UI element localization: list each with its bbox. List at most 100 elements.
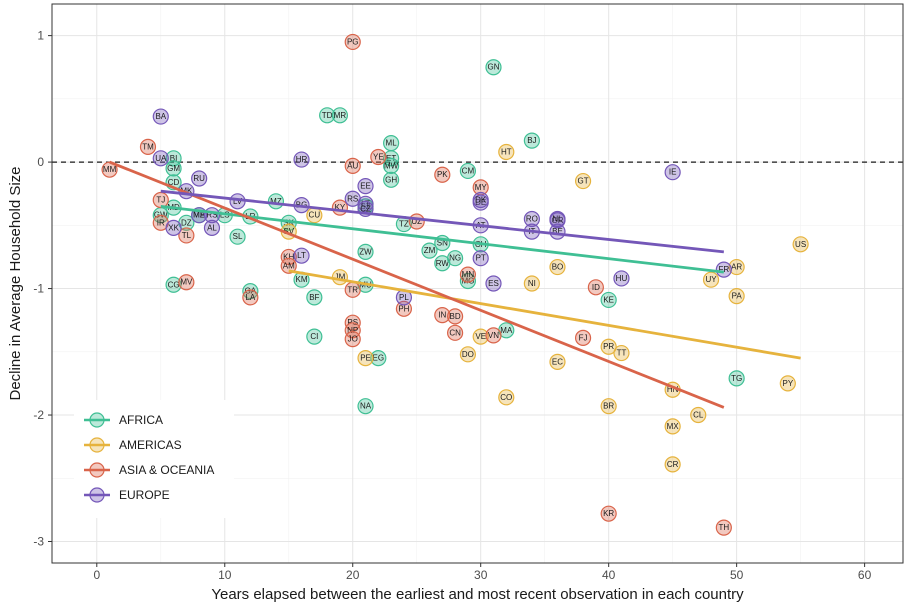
point-td: TD	[319, 107, 336, 124]
point-marker	[370, 148, 387, 166]
point-ci: CI	[306, 328, 323, 345]
point-label: ML	[386, 139, 398, 148]
point-label: CI	[310, 332, 318, 341]
legend-label: ASIA & OCEANIA	[119, 463, 214, 477]
trend-line-europe	[160, 189, 724, 254]
legend-label: AFRICA	[119, 413, 163, 427]
point-label: PE	[360, 354, 371, 363]
point-label: KH	[283, 252, 294, 261]
point-xk: XK	[165, 219, 182, 236]
point-pg: PG	[344, 33, 361, 51]
point-co: CO	[498, 389, 515, 406]
point-marker	[447, 308, 464, 325]
point-marker	[715, 261, 732, 278]
point-marker	[459, 162, 477, 180]
point-fj: FJ	[574, 329, 592, 346]
point-mx: MX	[664, 418, 681, 435]
point-marker	[728, 370, 745, 387]
point-label: PK	[437, 170, 448, 179]
legend-item-europe: EUROPE	[84, 487, 170, 503]
point-pe: PE	[357, 350, 374, 367]
point-label: GT	[578, 177, 589, 186]
point-marker	[728, 288, 745, 305]
point-zm: ZM	[421, 242, 438, 259]
point-tr: TR	[344, 281, 361, 298]
point-label: YE	[373, 153, 384, 162]
point-marker	[344, 157, 361, 174]
point-label: TZ	[399, 220, 409, 229]
point-uz: UZ	[408, 213, 425, 230]
point-marker	[664, 418, 681, 435]
point-pl: PL	[395, 289, 413, 306]
point-marker	[229, 228, 246, 245]
point-la: LA	[242, 289, 259, 306]
point-ie: IE	[664, 164, 681, 181]
point-label: FJ	[579, 333, 588, 342]
point-py: PY	[779, 375, 796, 392]
y-axis-title: Decline in Average Household Size	[7, 166, 24, 400]
point-marker	[523, 210, 540, 228]
point-marker	[549, 353, 566, 371]
point-marker	[600, 338, 617, 355]
point-gh: GH	[383, 171, 400, 188]
point-marker	[664, 456, 681, 473]
point-label: GA	[245, 287, 257, 296]
point-label: PG	[347, 37, 359, 46]
x-tick-label: 40	[602, 568, 616, 582]
point-mz: MZ	[267, 193, 285, 210]
point-label: TM	[142, 142, 154, 151]
point-label: XK	[168, 223, 179, 232]
x-tick-label: 30	[474, 568, 488, 582]
point-cm: CM	[459, 162, 477, 180]
point-sl: SL	[229, 228, 246, 245]
y-tick-label: -1	[33, 282, 44, 296]
point-in: IN	[434, 307, 451, 324]
point-ke: KE	[600, 291, 617, 309]
point-ee: EE	[357, 178, 374, 195]
point-marker	[203, 219, 221, 236]
point-label: MZ	[270, 197, 282, 206]
point-marker	[383, 157, 400, 174]
point-label: PH	[398, 304, 409, 313]
point-label: RU	[193, 174, 205, 183]
point-mg: MG	[459, 272, 477, 290]
point-marker	[306, 289, 323, 306]
point-marker	[178, 227, 195, 244]
point-marker	[498, 143, 515, 161]
point-label: LA	[245, 293, 255, 302]
point-label: BI	[170, 154, 178, 163]
point-label: ZM	[424, 246, 436, 255]
point-marker	[728, 258, 745, 276]
point-label: RO	[526, 215, 538, 224]
point-label: BJ	[527, 136, 536, 145]
point-label: DK	[475, 196, 487, 205]
point-label: CG	[168, 280, 180, 289]
point-label: HR	[296, 155, 308, 164]
point-marker	[702, 271, 720, 288]
point-vn: VN	[485, 327, 502, 344]
point-label: PR	[603, 342, 614, 351]
point-cn: CN	[447, 324, 464, 341]
point-label: SN	[437, 239, 448, 248]
point-label: GN	[487, 63, 499, 72]
x-tick-label: 0	[93, 568, 100, 582]
point-ht: HT	[498, 143, 515, 161]
point-label: TD	[322, 111, 333, 120]
point-marker	[600, 291, 617, 309]
point-label: JM	[335, 273, 346, 282]
point-marker	[242, 282, 259, 300]
point-be: BE	[549, 223, 566, 240]
point-ph: PH	[395, 300, 413, 317]
point-label: RS	[347, 194, 358, 203]
point-label: MG	[461, 276, 474, 285]
point-marker	[139, 138, 157, 156]
y-tick-label: -2	[33, 408, 44, 422]
point-label: MM	[103, 165, 117, 174]
point-label: BF	[309, 293, 319, 302]
legend-item-asia-oceania: ASIA & OCEANIA	[84, 462, 214, 478]
point-cl: CL	[690, 406, 707, 424]
point-jo: JO	[344, 331, 361, 348]
point-label: EE	[360, 182, 371, 191]
legend-marker	[89, 412, 105, 428]
